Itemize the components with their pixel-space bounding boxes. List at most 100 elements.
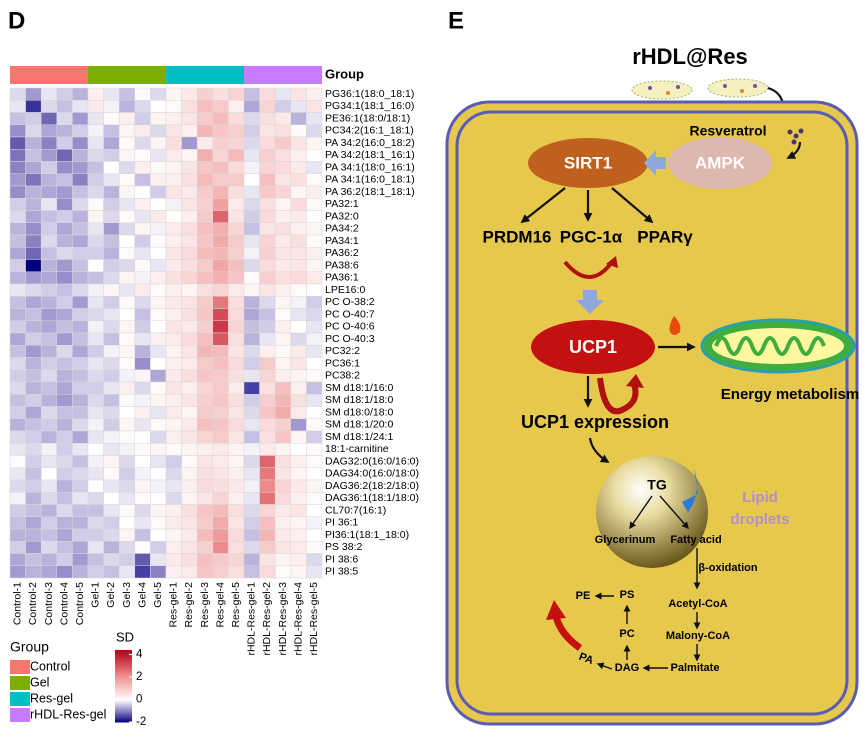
colorbar-step	[115, 662, 132, 664]
heat-cell	[9, 467, 26, 481]
colorbar-step	[115, 714, 132, 717]
row-label: PA36:1	[325, 272, 359, 284]
colorbar-step	[115, 692, 132, 694]
heat-cell	[56, 210, 73, 223]
heat-cell	[25, 234, 42, 248]
heat-cell	[243, 283, 260, 297]
heat-cell	[25, 296, 42, 309]
heat-cell	[306, 394, 323, 407]
column-label: Res-gel-2	[183, 582, 195, 628]
heat-cell	[228, 222, 245, 236]
heat-cell	[150, 198, 167, 211]
heat-cell	[165, 100, 182, 113]
colorbar-step	[115, 660, 132, 663]
heat-cell	[306, 492, 323, 505]
heat-cell	[259, 381, 276, 395]
heat-cell	[40, 516, 58, 530]
heat-cell	[212, 296, 229, 309]
heat-cell	[212, 198, 229, 211]
heat-cell	[9, 504, 26, 517]
heat-cell	[228, 345, 245, 358]
heat-cell	[87, 149, 104, 162]
heat-cell	[243, 173, 260, 187]
heat-cell	[274, 222, 292, 236]
heat-cell	[87, 198, 104, 211]
heat-cell	[150, 210, 167, 223]
heat-cell	[134, 296, 151, 309]
heat-cell	[56, 173, 73, 187]
heat-cell	[72, 210, 89, 223]
heat-cell	[25, 332, 42, 346]
sirt1-node	[528, 138, 648, 188]
heat-cell	[259, 247, 276, 260]
heat-cell	[134, 100, 151, 113]
heat-cell	[290, 320, 307, 334]
heat-cell	[25, 430, 42, 444]
heat-cell	[56, 320, 73, 334]
heat-cell	[290, 492, 307, 505]
heat-cell	[25, 124, 42, 138]
heat-cell	[290, 467, 307, 481]
heat-cell	[196, 173, 214, 187]
heat-cell	[196, 553, 214, 566]
row-label: PS 38:2	[325, 541, 363, 553]
heat-cell	[259, 259, 276, 272]
heat-cell	[150, 455, 167, 468]
heat-cell	[274, 124, 292, 138]
heat-cell	[181, 185, 198, 199]
heat-cell	[87, 308, 104, 321]
heat-cell	[243, 210, 260, 223]
heat-cell	[165, 528, 182, 542]
heat-cell	[118, 198, 136, 211]
heat-cell	[9, 516, 26, 530]
heat-cell	[134, 394, 151, 407]
heat-cell	[150, 259, 167, 272]
heat-cell	[87, 222, 104, 236]
heat-cell	[150, 161, 167, 174]
row-label: PI 36:1	[325, 517, 358, 529]
heat-cell	[87, 259, 104, 272]
heat-cell	[9, 381, 26, 395]
legend-swatch	[10, 708, 30, 722]
heat-cell	[56, 124, 73, 138]
heat-cell	[103, 247, 120, 260]
heat-cell	[243, 516, 260, 530]
heat-cell	[9, 357, 26, 370]
heat-cell	[134, 222, 151, 236]
heat-cell	[165, 553, 182, 566]
heat-cell	[87, 247, 104, 260]
heat-cell	[181, 320, 198, 334]
fatty-acid-label: Fatty acid	[670, 534, 721, 546]
heat-cell	[25, 541, 42, 554]
heat-cell	[306, 136, 323, 150]
row-label: PA 34:2(18:1_16:1)	[325, 149, 415, 161]
colorbar-step	[115, 674, 132, 676]
heat-cell	[150, 112, 167, 125]
heat-cell	[196, 87, 214, 101]
colorbar-step	[115, 663, 132, 665]
heat-cell	[212, 173, 229, 187]
heat-cell	[212, 271, 229, 285]
heat-cell	[103, 124, 120, 138]
heat-cell	[181, 565, 198, 579]
colorbar-step	[115, 677, 132, 680]
colorbar-step	[115, 676, 132, 679]
heat-cell	[181, 124, 198, 138]
heat-cell	[228, 100, 245, 113]
heat-cell	[196, 234, 214, 248]
heat-cell	[212, 234, 229, 248]
heat-cell	[25, 528, 42, 542]
heat-cell	[196, 430, 214, 444]
heat-cell	[87, 173, 104, 187]
heat-cell	[40, 173, 58, 187]
heat-cell	[103, 430, 120, 444]
target-label: PPARγ	[637, 227, 693, 246]
heat-cell	[228, 198, 245, 211]
heat-cell	[212, 149, 229, 162]
heat-cell	[150, 541, 167, 554]
heat-cell	[9, 87, 26, 101]
heat-cell	[165, 406, 182, 419]
heat-cell	[259, 492, 276, 505]
heat-cell	[87, 357, 104, 370]
heat-cell	[306, 112, 323, 125]
